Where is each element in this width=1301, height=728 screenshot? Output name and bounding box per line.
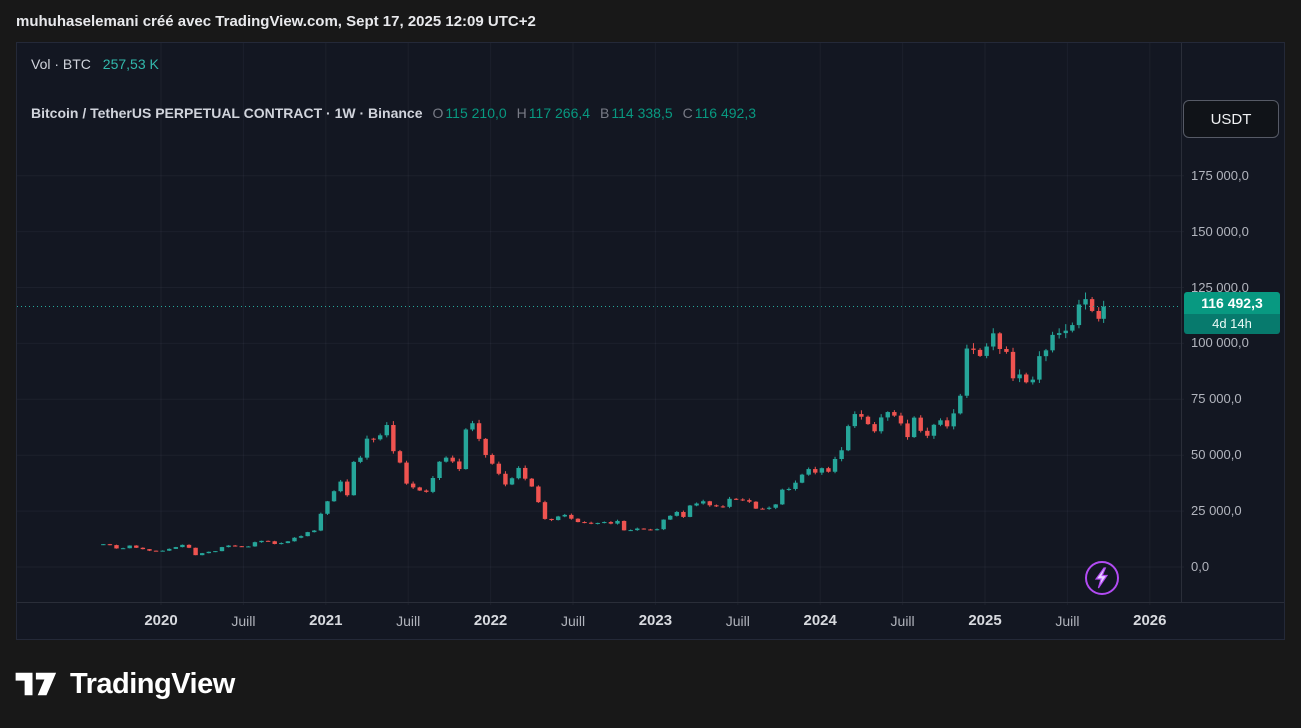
time-axis-label: Juill — [560, 613, 586, 629]
last-price-badge: 116 492,3 4d 14h — [1184, 291, 1280, 334]
time-axis-label: Juill — [725, 613, 750, 629]
ohlc-key: B — [600, 105, 610, 121]
volume-label: Vol · BTC — [31, 56, 91, 72]
lightning-icon — [1094, 567, 1109, 589]
time-axis-label: Juill — [1055, 613, 1080, 629]
tradingview-logo-icon[interactable] — [14, 666, 60, 702]
time-axis-label: 2022 — [473, 612, 508, 629]
time-axis-label: 2023 — [638, 612, 673, 629]
ohlc-value: 117 266,4 — [528, 105, 591, 121]
candlestick-chart[interactable] — [17, 43, 1184, 605]
time-axis-label: 2026 — [1133, 612, 1167, 629]
footer-brand-bar: TradingView — [0, 640, 1301, 728]
symbol-legend: Bitcoin / TetherUS PERPETUAL CONTRACT · … — [31, 105, 756, 121]
export-caption-bar: muhuhaselemani créé avec TradingView.com… — [0, 0, 1301, 42]
symbol-title[interactable]: Bitcoin / TetherUS PERPETUAL CONTRACT · … — [31, 105, 423, 121]
candles — [101, 292, 1106, 556]
chart-panel: Vol · BTC 257,53 K Bitcoin / TetherUS PE… — [16, 42, 1285, 640]
chart-caption: muhuhaselemani créé avec TradingView.com… — [16, 12, 536, 30]
time-axis-label: Juill — [231, 613, 256, 629]
price-axis[interactable]: 116 492,3 4d 14h 175 000,0 150 000,0 125 0… — [1181, 43, 1284, 603]
price-axis-label: 100 000,0 — [1191, 335, 1249, 351]
ohlc-value: 116 492,3 — [694, 105, 756, 121]
ohlc-key: H — [516, 105, 527, 121]
ohlc-value: 115 210,0 — [445, 105, 507, 121]
bar-countdown-label: 4d 14h — [1184, 313, 1280, 334]
price-axis-label: 125 000,0 — [1191, 279, 1249, 295]
price-axis-label: 0,0 — [1191, 559, 1210, 574]
ohlc-value: 114 338,5 — [611, 105, 673, 121]
volume-legend: Vol · BTC 257,53 K — [31, 56, 159, 72]
boost-button[interactable] — [1085, 561, 1119, 595]
price-axis-label: 50 000,0 — [1191, 447, 1242, 463]
time-axis-label: 2024 — [803, 612, 837, 629]
price-axis-label: 25 000,0 — [1191, 503, 1242, 519]
time-axis-label: Juill — [396, 613, 421, 629]
price-axis-label: 175 000,0 — [1191, 167, 1249, 183]
brand-name: TradingView — [70, 667, 235, 700]
price-axis-label: 75 000,0 — [1191, 391, 1242, 407]
time-axis-label: 2020 — [144, 612, 178, 629]
price-axis-label: 150 000,0 — [1191, 223, 1249, 239]
time-axis-label: Juill — [890, 613, 915, 629]
time-axis[interactable]: 2020 Juill 2021 Juill 2022 Juill 2023 Juill 2024… — [17, 602, 1284, 639]
ohlc-values: O 115 210,0 H 117 266,4 B 114 338,5 C 116 492,3 — [423, 105, 756, 121]
last-price-label: 116 492,3 — [1184, 291, 1280, 314]
time-axis-label: 2025 — [968, 612, 1002, 629]
time-axis-label: 2021 — [309, 612, 343, 629]
ohlc-key: C — [682, 105, 693, 121]
ohlc-key: O — [432, 105, 444, 121]
currency-toggle-button[interactable]: USDT — [1183, 100, 1279, 138]
volume-value: 257,53 K — [102, 56, 159, 72]
grid-lines — [17, 43, 1184, 605]
